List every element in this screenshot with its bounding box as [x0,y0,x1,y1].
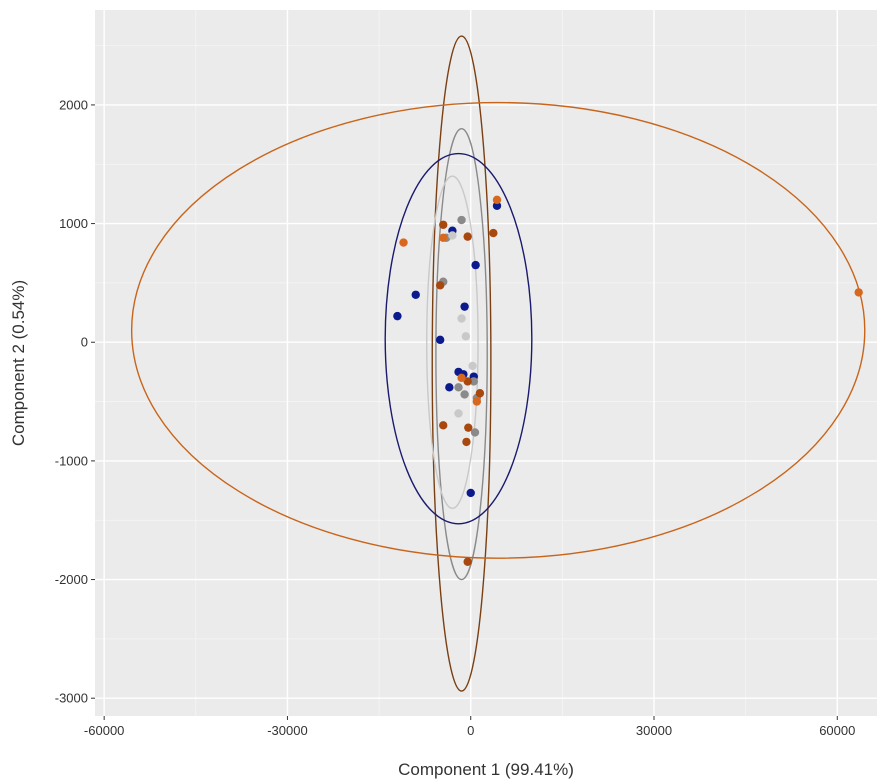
point-navy [492,201,502,210]
y-tick-label: 0 [81,335,88,350]
point-orange [472,397,482,406]
y-tick-label: 2000 [59,97,88,112]
point-orange [854,288,863,297]
x-tick-label: -60000 [84,723,124,738]
point-light_grey [454,409,463,418]
data-points [393,195,863,566]
point-light_grey [461,332,471,341]
point-dark_grey [469,377,478,386]
point-light_grey [468,361,477,371]
point-orange [399,238,408,247]
point-dark_grey [470,428,480,437]
ellipse-navy [384,152,533,525]
y-tick-label: -2000 [55,572,88,587]
point-dark_grey [457,215,466,225]
ellipse-light_grey [426,175,479,510]
y-tick-label: -3000 [55,691,88,706]
point-dark_grey [460,390,469,399]
point-brown [435,281,445,290]
x-tick-label: 0 [467,723,474,738]
x-tick-label: 60000 [819,723,855,738]
point-orange [457,373,466,383]
point-brown [463,377,472,386]
grid-minor [95,10,877,716]
point-brown [463,232,472,241]
point-brown [439,220,448,229]
x-axis-label: Component 1 (99.41%) [398,760,574,779]
ellipse-brown [431,35,492,692]
point-navy [460,302,469,311]
ellipse-dark_grey [435,127,488,581]
point-navy [435,335,445,345]
point-navy [411,290,420,299]
point-brown [475,389,485,398]
point-orange [439,233,448,243]
point-orange [492,195,502,205]
point-dark_grey [454,383,463,392]
panel-background [95,10,877,716]
point-navy [471,260,480,270]
point-navy [466,488,475,498]
x-tick-label: 30000 [636,723,672,738]
y-tick-label: 1000 [59,216,88,231]
point-navy [393,311,402,321]
point-light_grey [448,231,457,240]
confidence-ellipses [130,35,866,692]
point-brown [464,423,473,432]
point-brown [462,437,471,447]
point-light_grey [457,314,466,323]
x-axis: -60000 -30000 0 30000 60000 [84,716,855,738]
x-tick-label: -30000 [267,723,307,738]
point-brown [463,557,472,566]
point-brown [489,228,498,238]
y-tick-label: -1000 [55,453,88,468]
y-axis-label: Component 2 (0.54%) [9,280,28,446]
y-axis: -3000 -2000 -1000 0 1000 2000 [55,97,95,706]
ellipse-orange [130,101,866,559]
point-navy [445,383,454,392]
point-brown [439,421,448,430]
